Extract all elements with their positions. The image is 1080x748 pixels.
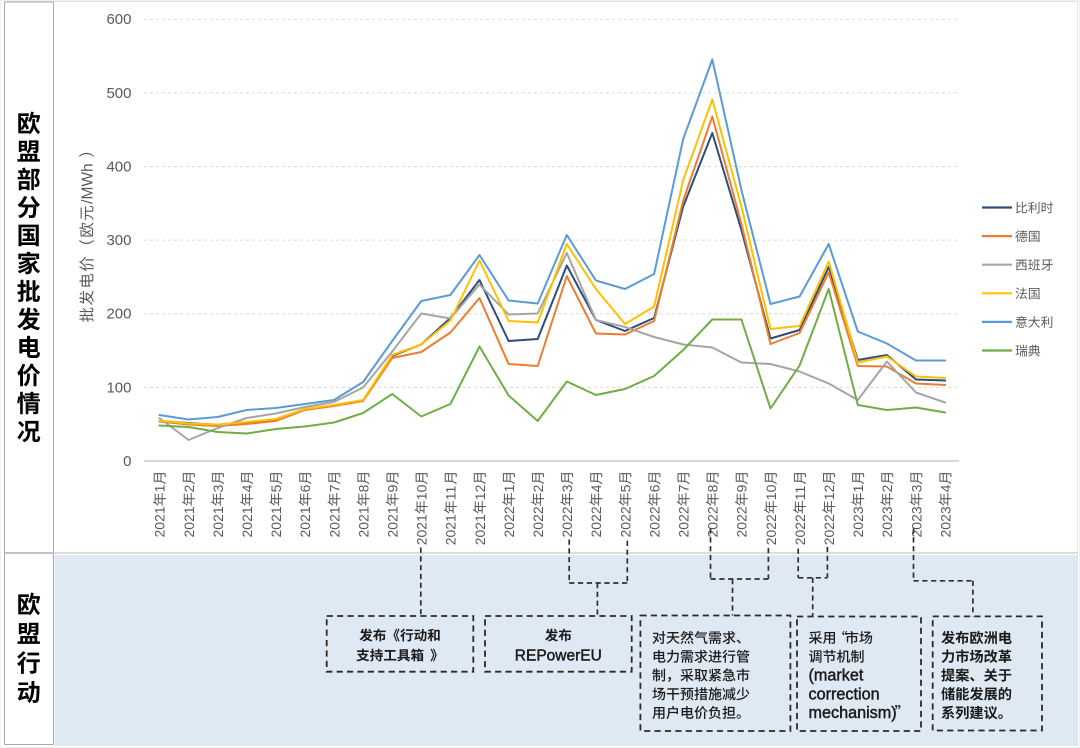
svg-text:2021: 2021 — [268, 506, 284, 537]
svg-text:4: 4 — [239, 484, 255, 492]
svg-text:1: 1 — [501, 484, 517, 492]
svg-text:(market: (market — [809, 667, 864, 685]
svg-text:11: 11 — [443, 485, 459, 500]
svg-text:2022: 2022 — [734, 506, 750, 537]
svg-text:100: 100 — [106, 379, 131, 396]
svg-text:10: 10 — [763, 484, 779, 500]
svg-text:correction: correction — [809, 685, 880, 703]
svg-text:2022: 2022 — [588, 506, 604, 537]
svg-text:mechanism): mechanism) — [809, 704, 897, 722]
svg-text:2: 2 — [879, 484, 895, 492]
svg-text:10: 10 — [414, 484, 430, 500]
svg-text:8: 8 — [355, 484, 371, 492]
svg-text:2021: 2021 — [385, 506, 401, 537]
svg-text:400: 400 — [106, 158, 131, 175]
svg-text:2021: 2021 — [210, 506, 226, 537]
svg-text:9: 9 — [734, 484, 750, 492]
svg-text:5: 5 — [617, 484, 633, 492]
svg-text:2022: 2022 — [646, 506, 662, 537]
svg-text:2022: 2022 — [676, 506, 692, 537]
svg-text:1: 1 — [850, 484, 866, 492]
svg-text:2: 2 — [530, 484, 546, 492]
svg-text:REPowerEU: REPowerEU — [515, 648, 602, 665]
svg-text:300: 300 — [106, 232, 131, 249]
svg-text:2021: 2021 — [326, 506, 342, 537]
svg-text:4: 4 — [588, 484, 604, 492]
svg-text:2022: 2022 — [705, 506, 721, 537]
svg-text:2023: 2023 — [850, 506, 866, 537]
svg-text:2021: 2021 — [443, 514, 459, 545]
svg-text:6: 6 — [646, 484, 662, 492]
svg-text:4: 4 — [937, 484, 953, 492]
svg-text:9: 9 — [385, 484, 401, 492]
svg-text:6: 6 — [297, 484, 313, 492]
svg-text:200: 200 — [106, 306, 131, 323]
svg-text:600: 600 — [106, 11, 131, 28]
svg-text:12: 12 — [472, 484, 488, 500]
svg-text:2021: 2021 — [152, 506, 168, 537]
svg-text:7: 7 — [676, 484, 692, 492]
svg-text:2: 2 — [181, 484, 197, 492]
svg-text:2021: 2021 — [355, 506, 371, 537]
svg-text:2022: 2022 — [821, 514, 837, 545]
svg-text:2021: 2021 — [472, 514, 488, 545]
svg-text:/MWh: /MWh — [79, 163, 96, 203]
svg-text:2022: 2022 — [763, 514, 779, 545]
svg-text:2022: 2022 — [792, 514, 808, 545]
svg-text:2022: 2022 — [559, 506, 575, 537]
svg-text:2022: 2022 — [617, 506, 633, 537]
svg-text:0: 0 — [123, 453, 131, 470]
svg-text:8: 8 — [705, 484, 721, 492]
svg-text:1: 1 — [152, 484, 168, 492]
svg-text:3: 3 — [908, 484, 924, 492]
svg-text:2023: 2023 — [908, 506, 924, 537]
svg-text:2023: 2023 — [937, 506, 953, 537]
svg-text:3: 3 — [559, 484, 575, 492]
svg-text:3: 3 — [210, 484, 226, 492]
svg-text:2021: 2021 — [239, 506, 255, 537]
svg-text:2022: 2022 — [501, 506, 517, 537]
svg-text:500: 500 — [106, 85, 131, 102]
svg-text:11: 11 — [792, 485, 808, 500]
svg-text:2021: 2021 — [414, 514, 430, 545]
svg-text:12: 12 — [821, 484, 837, 500]
svg-text:7: 7 — [326, 484, 342, 492]
svg-text:2022: 2022 — [530, 506, 546, 537]
svg-text:2023: 2023 — [879, 506, 895, 537]
svg-text:2021: 2021 — [297, 506, 313, 537]
svg-text:2021: 2021 — [181, 506, 197, 537]
svg-text:5: 5 — [268, 484, 284, 492]
